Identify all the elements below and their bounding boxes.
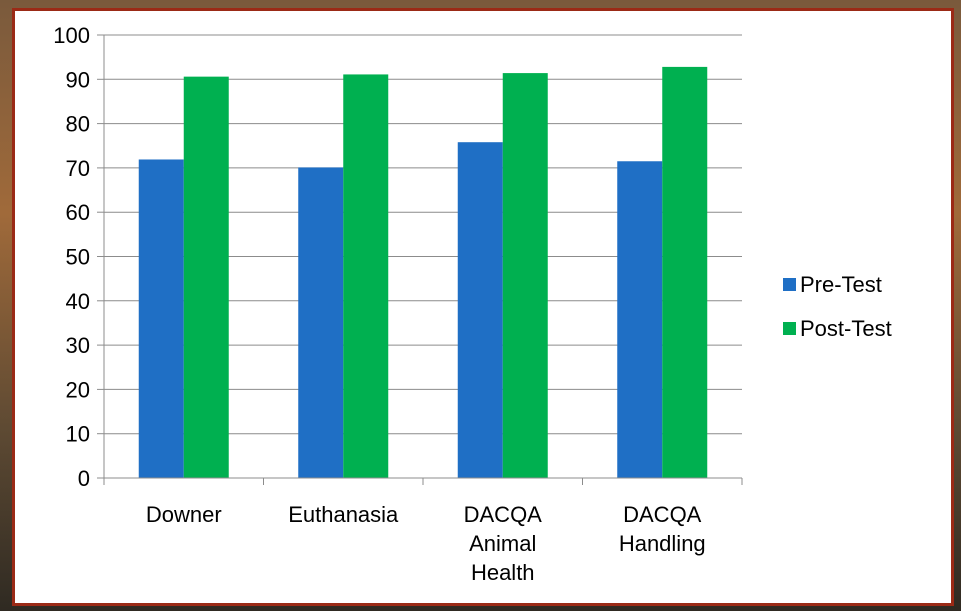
- y-tick-label: 10: [66, 422, 90, 447]
- x-category-label-line: DACQA: [464, 502, 543, 527]
- y-tick-label: 20: [66, 377, 90, 402]
- bar-pre-test-0: [138, 159, 184, 478]
- y-tick-label: 50: [66, 245, 90, 270]
- y-tick-label: 60: [66, 200, 90, 225]
- bar-pre-test-1: [298, 167, 344, 478]
- y-tick-label: 0: [78, 466, 90, 491]
- x-category-label-line: Animal: [469, 531, 536, 556]
- axes: [103, 35, 743, 485]
- y-tick-label: 30: [66, 333, 90, 358]
- bars: [138, 66, 708, 479]
- y-tick-label: 90: [66, 67, 90, 92]
- x-axis-labels: Downer Euthanasia DACQA Animal Health DACQA Ha…: [146, 502, 706, 585]
- legend: Pre-Test Post-Test: [783, 272, 892, 341]
- bar-pre-test-2: [457, 142, 503, 478]
- x-category-label: DACQA Handling: [619, 502, 706, 556]
- bar-post-test-3: [662, 66, 708, 479]
- x-category-label: DACQA Animal Health: [464, 502, 543, 585]
- x-category-label: Euthanasia: [288, 502, 399, 527]
- y-tick-label: 40: [66, 289, 90, 314]
- x-category-label-line: Downer: [146, 502, 222, 527]
- legend-label: Post-Test: [800, 316, 892, 341]
- bar-post-test-1: [343, 74, 389, 478]
- x-category-label: Downer: [146, 502, 222, 527]
- legend-swatch: [783, 278, 796, 291]
- y-tick-label: 70: [66, 156, 90, 181]
- y-tick-label: 100: [53, 23, 90, 48]
- bar-post-test-2: [502, 73, 548, 479]
- y-axis-ticks: 0 10 20 30 40 50 60 70 80 90 100: [53, 23, 104, 491]
- legend-label: Pre-Test: [800, 272, 882, 297]
- x-category-label-line: Health: [471, 560, 535, 585]
- x-category-label-line: Handling: [619, 531, 706, 556]
- x-category-label-line: DACQA: [623, 502, 702, 527]
- bar-post-test-0: [183, 76, 229, 478]
- bar-pre-test-3: [617, 161, 663, 478]
- legend-swatch: [783, 322, 796, 335]
- x-category-label-line: Euthanasia: [288, 502, 399, 527]
- y-tick-label: 80: [66, 112, 90, 137]
